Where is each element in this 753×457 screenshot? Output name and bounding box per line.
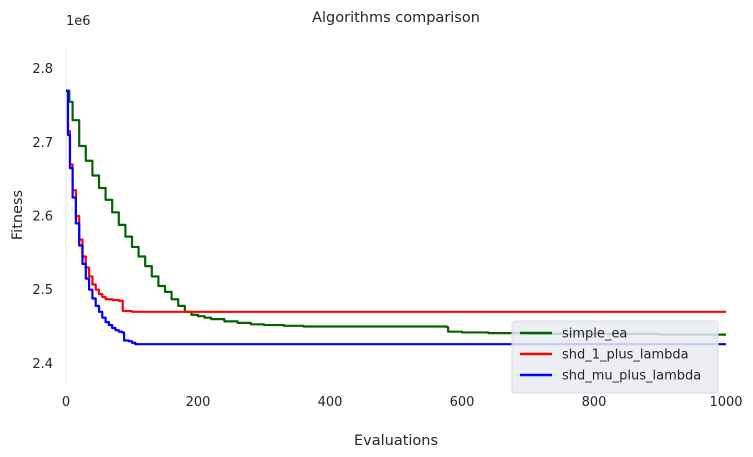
series-line-simple-ea	[66, 89, 726, 336]
series-line-shd-mu-plus-lambda	[66, 89, 726, 346]
legend-label-shd-1-plus-lambda: shd_1_plus_lambda	[562, 348, 689, 363]
legend-box	[511, 320, 719, 394]
x-tick-label: 800	[582, 395, 607, 410]
x-axis-label: Evaluations	[354, 433, 438, 449]
y-tick-labels: 2.4 2.5 2.6 2.7 2.8	[32, 62, 53, 372]
y-axis-label: Fitness	[10, 190, 26, 240]
y-tick-label: 2.7	[32, 136, 53, 151]
y-tick-label: 2.4	[32, 357, 53, 372]
x-tick-labels: 0 200 400 600 800 1000	[62, 395, 743, 410]
y-tick-label: 2.5	[32, 283, 53, 298]
x-tick-label: 600	[450, 395, 475, 410]
legend: simple_ea shd_1_plus_lambda shd_mu_plus_la…	[511, 320, 719, 394]
y-tick-label: 2.6	[32, 210, 53, 225]
series-line-shd-1-plus-lambda	[66, 89, 726, 313]
x-tick-label: 1000	[709, 395, 742, 410]
y-tick-label: 2.8	[32, 62, 53, 77]
legend-entries: simple_ea shd_1_plus_lambda shd_mu_plus_la…	[520, 327, 701, 384]
y-offset-label: 1e6	[66, 14, 91, 29]
series-lines	[66, 89, 726, 346]
x-tick-label: 400	[318, 395, 343, 410]
x-tick-label: 200	[186, 395, 211, 410]
x-tick-label: 0	[62, 395, 70, 410]
chart-title: Algorithms comparison	[312, 10, 480, 26]
legend-label-shd-mu-plus-lambda: shd_mu_plus_lambda	[562, 369, 701, 384]
legend-label-simple-ea: simple_ea	[562, 327, 627, 342]
